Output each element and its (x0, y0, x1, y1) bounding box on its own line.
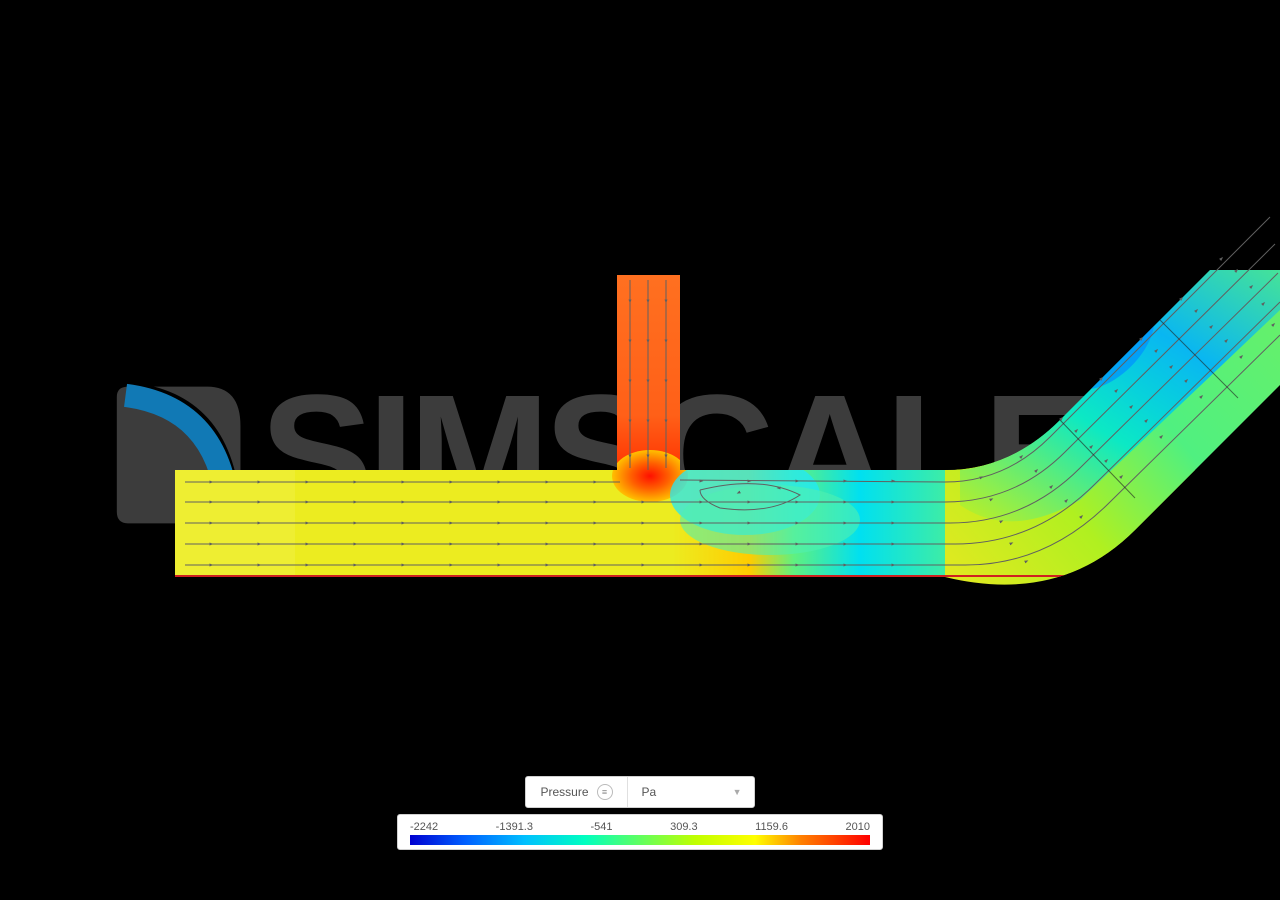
legend-tick: 1159.6 (755, 821, 788, 833)
legend-ticks: -2242 -1391.3 -541 309.3 1159.6 2010 (410, 821, 870, 833)
legend-field-label: Pressure (540, 785, 588, 799)
legend-tick: 2010 (846, 821, 870, 833)
legend-scale[interactable]: -2242 -1391.3 -541 309.3 1159.6 2010 (397, 814, 883, 850)
chevron-down-icon: ▼ (733, 787, 742, 797)
legend-colorbar (410, 835, 870, 845)
legend-tick: -1391.3 (496, 821, 533, 833)
legend-controls: Pressure ≡ Pa ▼ (525, 776, 754, 808)
legend-tick: -541 (591, 821, 613, 833)
legend-tick: 309.3 (670, 821, 698, 833)
color-legend: Pressure ≡ Pa ▼ -2242 -1391.3 -541 309.3… (397, 776, 883, 850)
legend-field-selector[interactable]: Pressure ≡ (526, 777, 627, 807)
legend-menu-icon: ≡ (597, 784, 613, 800)
cfd-result-render (0, 0, 1280, 900)
legend-unit-selector[interactable]: Pa ▼ (628, 777, 754, 807)
simulation-viewport[interactable]: SIMSCALE (0, 0, 1280, 900)
legend-unit-label: Pa (642, 785, 657, 799)
legend-tick: -2242 (410, 821, 438, 833)
